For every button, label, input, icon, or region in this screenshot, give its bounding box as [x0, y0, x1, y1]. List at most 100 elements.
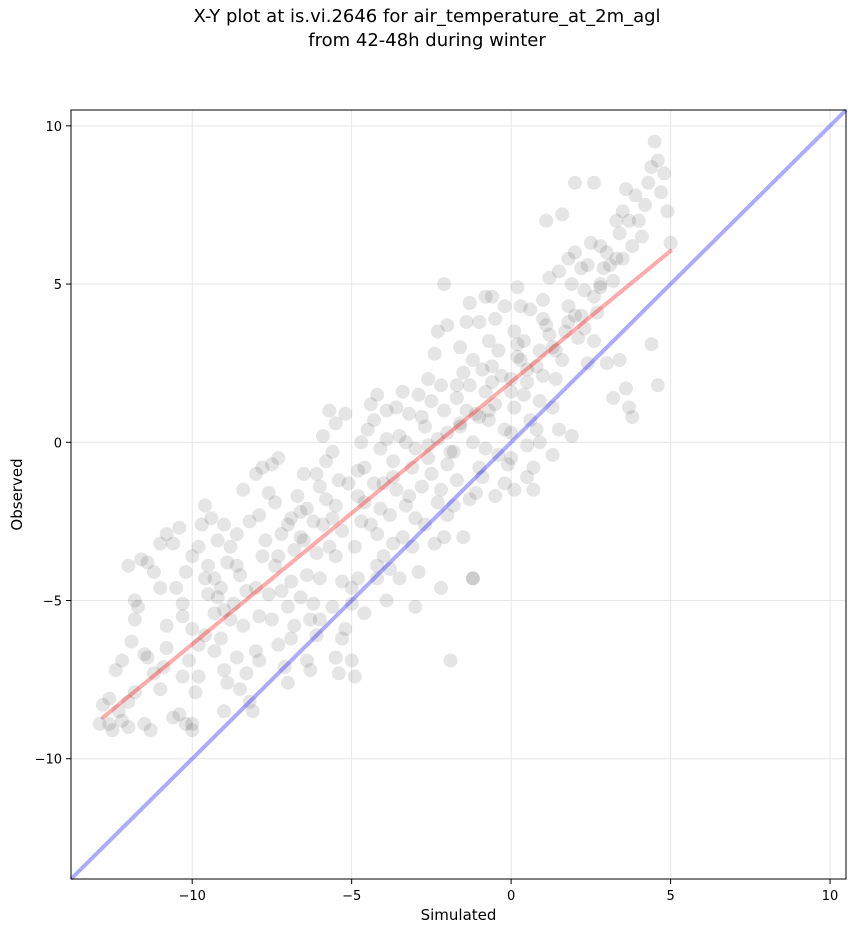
data-point — [360, 422, 375, 437]
data-point — [146, 565, 161, 579]
data-point — [555, 353, 570, 367]
data-point — [303, 612, 318, 627]
data-point — [520, 470, 535, 485]
data-point — [379, 403, 394, 418]
data-point — [363, 517, 378, 532]
data-point — [328, 416, 343, 431]
data-point — [255, 460, 270, 475]
y-tick-label-2: 0 — [54, 436, 62, 451]
data-point — [532, 343, 547, 358]
data-point — [382, 561, 397, 576]
data-point — [411, 387, 426, 402]
data-point — [306, 514, 321, 529]
data-point — [367, 413, 381, 428]
data-point — [261, 485, 276, 500]
data-point — [322, 403, 337, 418]
data-point — [418, 517, 432, 532]
data-point — [488, 397, 503, 412]
data-point — [564, 277, 579, 292]
data-point — [328, 549, 343, 564]
data-point — [510, 280, 525, 295]
data-point — [115, 653, 129, 668]
data-point — [357, 460, 372, 475]
data-point — [465, 353, 480, 367]
data-point — [344, 653, 359, 668]
data-point — [204, 511, 219, 526]
data-point — [392, 429, 407, 443]
data-point — [478, 441, 493, 456]
chart-subtitle: from 42-48h during winter — [308, 30, 546, 51]
data-point — [644, 337, 659, 352]
data-point — [494, 368, 509, 383]
y-tick-label-4: 10 — [45, 120, 62, 135]
data-point — [239, 584, 254, 598]
data-point — [545, 400, 560, 415]
data-point — [567, 175, 582, 190]
data-point — [389, 482, 404, 497]
data-point — [198, 571, 212, 586]
x-tick-label-4: 10 — [822, 889, 839, 904]
data-point — [520, 375, 535, 390]
data-point — [300, 568, 314, 583]
data-point — [424, 394, 439, 409]
data-point — [191, 539, 206, 554]
data-point — [105, 723, 120, 738]
data-point — [465, 435, 480, 450]
data-point — [596, 261, 611, 276]
data-point — [111, 704, 126, 719]
data-point — [650, 378, 665, 393]
data-point — [453, 419, 468, 434]
data-point — [529, 422, 544, 437]
data-point — [351, 463, 365, 478]
data-point — [402, 489, 417, 504]
data-point — [376, 549, 391, 564]
data-point — [615, 204, 630, 219]
data-point — [159, 618, 174, 633]
data-point — [606, 391, 621, 405]
data-point — [552, 422, 566, 437]
data-point — [465, 571, 480, 586]
data-point — [182, 653, 196, 668]
data-point — [198, 498, 212, 513]
data-point — [427, 346, 442, 361]
data-point — [175, 609, 190, 624]
data-point — [389, 400, 404, 415]
data-point — [252, 653, 267, 668]
data-point — [207, 571, 222, 586]
data-point — [220, 555, 235, 570]
data-point — [277, 660, 292, 674]
data-point — [472, 315, 487, 329]
data-point — [644, 160, 659, 174]
data-point — [443, 444, 458, 459]
data-point — [440, 425, 455, 440]
data-point — [264, 612, 279, 627]
data-point — [472, 460, 487, 475]
data-point — [140, 650, 155, 665]
data-point — [293, 530, 308, 545]
data-point — [520, 438, 535, 453]
data-point — [319, 454, 334, 469]
data-point — [567, 308, 582, 323]
data-point — [434, 580, 448, 595]
data-point — [504, 372, 519, 386]
data-point — [261, 587, 276, 602]
data-point — [555, 207, 570, 222]
data-point — [446, 498, 461, 513]
data-point — [280, 517, 295, 532]
data-points — [92, 134, 678, 738]
data-point — [587, 289, 601, 304]
data-point — [440, 318, 455, 333]
data-point — [296, 466, 311, 481]
y-tick-label-1: −5 — [43, 595, 62, 610]
data-point — [408, 511, 423, 526]
data-point — [405, 539, 420, 554]
data-point — [472, 410, 487, 424]
data-point — [459, 403, 474, 418]
data-point — [561, 315, 576, 329]
data-point — [386, 470, 401, 485]
data-point — [631, 213, 646, 228]
data-point — [456, 365, 471, 380]
data-point — [615, 251, 630, 266]
data-point — [379, 593, 394, 608]
data-point — [628, 188, 643, 203]
